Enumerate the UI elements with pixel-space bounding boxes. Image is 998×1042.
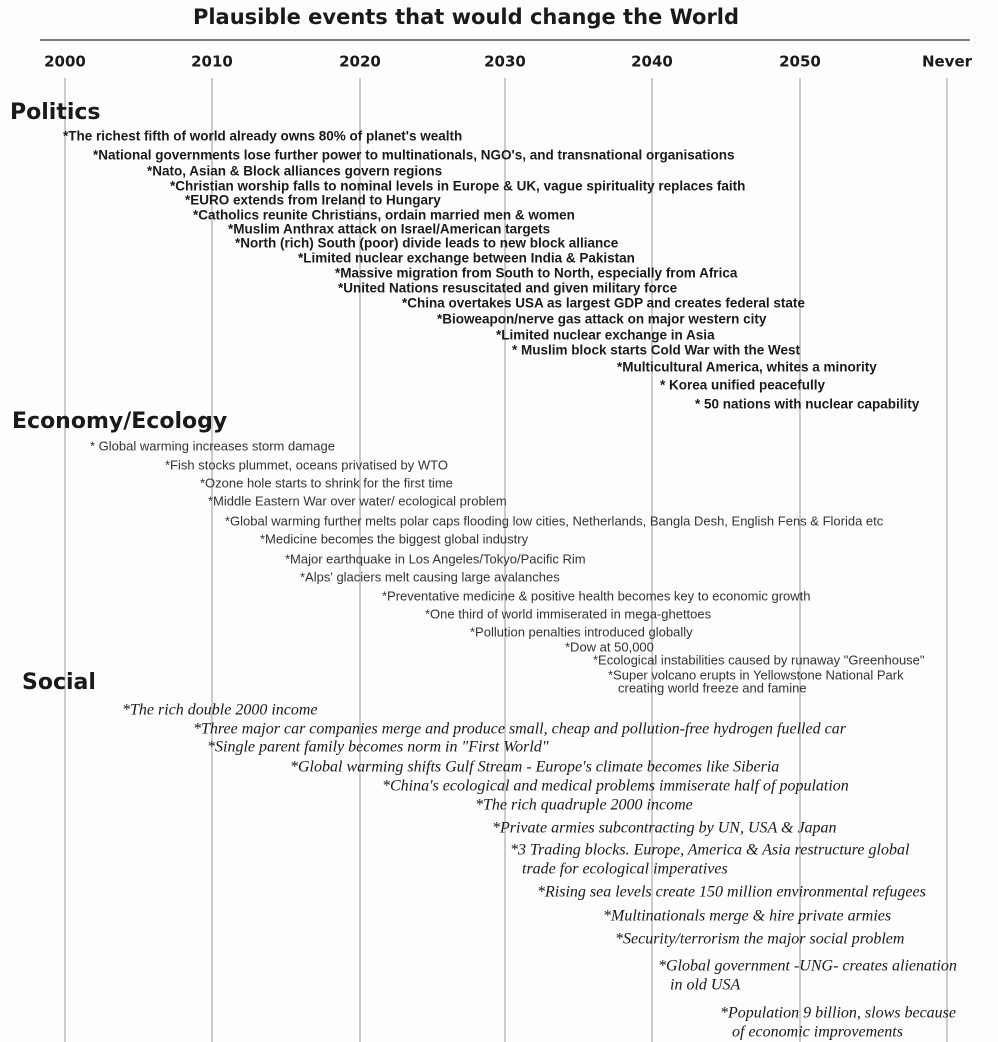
year-label: 2030 [484, 53, 526, 71]
event: *United Nations resuscitated and given m… [338, 281, 678, 296]
event: *Christian worship falls to nominal leve… [170, 179, 745, 194]
event: *Pollution penalties introduced globally [470, 624, 693, 639]
event: *China's ecological and medical problems… [382, 778, 849, 795]
event: * Muslim block starts Cold War with the … [512, 343, 801, 358]
event: of economic improvements [732, 1024, 903, 1041]
event: *Muslim Anthrax attack on Israel/America… [228, 222, 550, 237]
event: *Limited nuclear exchange in Asia [496, 328, 715, 343]
section-heading: Politics [10, 100, 101, 125]
event: *The richest fifth of world already owns… [63, 129, 462, 144]
event: *3 Trading blocks. Europe, America & Asi… [510, 842, 910, 859]
event: *EURO extends from Ireland to Hungary [185, 193, 441, 208]
event: * Korea unified peacefully [660, 378, 826, 393]
event: *Global government -UNG- creates alienat… [658, 958, 957, 975]
section-heading: Social [22, 670, 96, 695]
event: *Global warming further melts polar caps… [225, 513, 884, 528]
event: *Ecological instabilities caused by runa… [593, 652, 925, 667]
event: *National governments lose further power… [93, 148, 735, 163]
event: *The rich double 2000 income [122, 702, 318, 719]
year-label: 2040 [631, 53, 673, 71]
event: *One third of world immiserated in mega-… [425, 606, 712, 621]
title: Plausible events that would change the W… [193, 5, 739, 29]
event: *Limited nuclear exchange between India … [298, 251, 635, 266]
year-label: 2020 [339, 53, 381, 71]
event: *Private armies subcontracting by UN, US… [492, 820, 837, 837]
event: *Alps' glaciers melt causing large avala… [300, 569, 560, 584]
event: *The rich quadruple 2000 income [475, 797, 693, 814]
event: *Massive migration from South to North, … [335, 266, 738, 281]
event: * 50 nations with nuclear capability [695, 397, 920, 412]
event: *Dow at 50,000 [565, 639, 654, 654]
event: *Population 9 billion, slows because [720, 1005, 956, 1022]
event: *Bioweapon/nerve gas attack on major wes… [437, 312, 767, 327]
event: in old USA [670, 977, 740, 994]
year-label: 2000 [44, 53, 86, 71]
event: creating world freeze and famine [618, 680, 807, 695]
event: *Multicultural America, whites a minorit… [617, 360, 877, 375]
event: *North (rich) South (poor) divide leads … [235, 236, 619, 251]
event: *Major earthquake in Los Angeles/Tokyo/P… [285, 551, 586, 566]
event: *Medicine becomes the biggest global ind… [260, 531, 529, 546]
event: *Global warming shifts Gulf Stream - Eur… [290, 759, 779, 776]
event: *China overtakes USA as largest GDP and … [402, 296, 805, 311]
event: *Multinationals merge & hire private arm… [603, 908, 891, 925]
event: *Preventative medicine & positive health… [382, 588, 811, 603]
event: * Global warming increases storm damage [90, 438, 335, 453]
section-heading: Economy/Ecology [12, 409, 227, 434]
event: *Single parent family becomes norm in "F… [207, 739, 549, 756]
event: *Ozone hole starts to shrink for the fir… [200, 475, 453, 490]
event: *Fish stocks plummet, oceans privatised … [165, 457, 448, 472]
event: *Catholics reunite Christians, ordain ma… [193, 208, 575, 223]
event: *Rising sea levels create 150 million en… [537, 884, 926, 901]
event: trade for ecological imperatives [522, 861, 728, 878]
event: *Three major car companies merge and pro… [193, 721, 847, 738]
event: *Nato, Asian & Block alliances govern re… [147, 164, 442, 179]
year-label: Never [922, 53, 973, 71]
year-label: 2050 [779, 53, 821, 71]
event: *Super volcano erupts in Yellowstone Nat… [608, 667, 904, 682]
event: *Middle Eastern War over water/ ecologic… [208, 493, 507, 508]
event: *Security/terrorism the major social pro… [615, 931, 904, 948]
year-label: 2010 [191, 53, 233, 71]
